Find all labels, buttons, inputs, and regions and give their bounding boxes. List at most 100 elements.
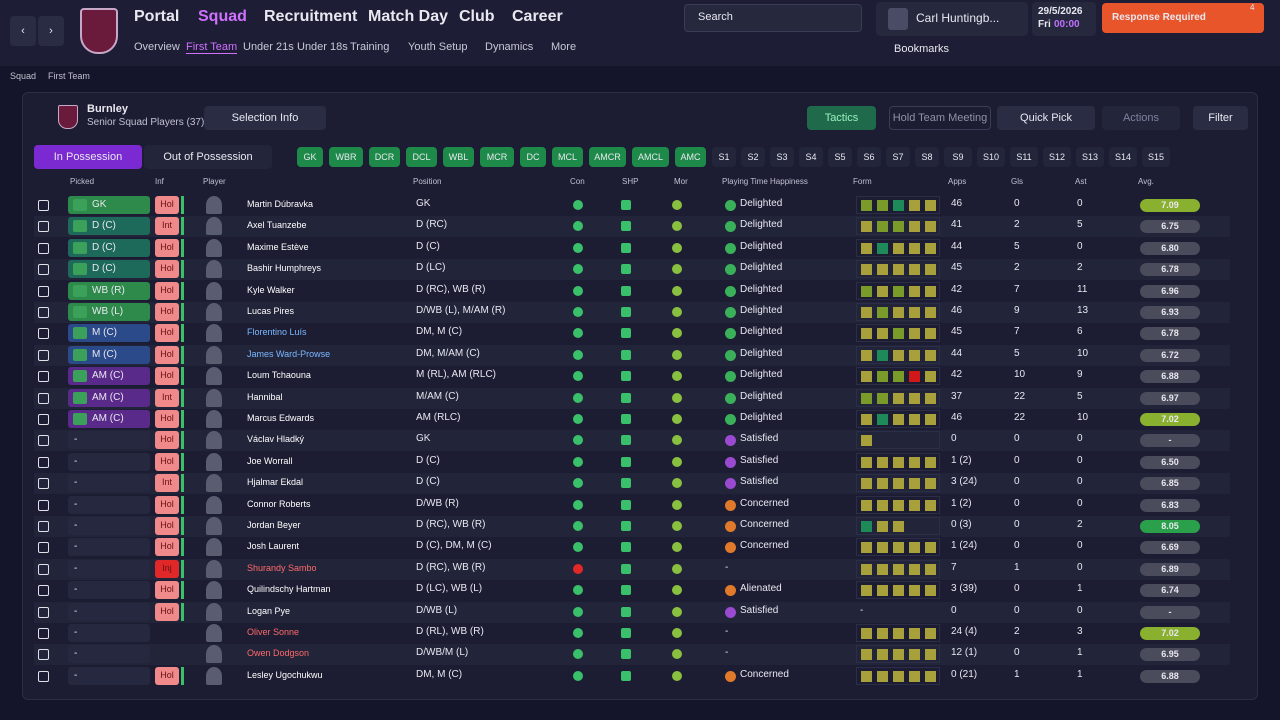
checkbox[interactable] <box>38 264 49 276</box>
checkbox[interactable] <box>38 349 49 361</box>
position-button[interactable]: WBL <box>443 147 474 167</box>
picked-select[interactable]: - <box>68 538 150 557</box>
position-button[interactable]: WBR <box>329 147 363 167</box>
picked-select[interactable]: D (C) <box>68 238 150 257</box>
player-name[interactable]: Bashir Humphreys <box>247 263 322 274</box>
checkbox[interactable] <box>38 414 49 425</box>
checkbox[interactable] <box>38 563 49 575</box>
alert-text[interactable]: Response Required <box>1112 12 1206 23</box>
checkbox[interactable] <box>38 221 49 233</box>
search-button[interactable]: Search <box>698 11 733 23</box>
column-header[interactable]: Player <box>203 177 226 186</box>
slot-button[interactable]: S13 <box>1076 147 1104 167</box>
meeting-button[interactable]: Hold Team Meeting <box>889 106 991 130</box>
nav-item[interactable]: Squad <box>198 8 247 25</box>
subnav-item[interactable]: Youth Setup <box>408 41 468 53</box>
nav-item[interactable]: Match Day <box>368 8 449 25</box>
player-name[interactable]: Marcus Edwards <box>247 413 315 423</box>
checkbox[interactable] <box>38 606 49 618</box>
slot-button[interactable]: S10 <box>977 147 1005 167</box>
player-name[interactable]: Maxime Estève <box>247 241 309 252</box>
nav-item[interactable]: Recruitment <box>264 8 358 25</box>
subnav-item[interactable]: More <box>551 41 577 53</box>
position-button[interactable]: MCL <box>552 147 583 167</box>
column-header[interactable]: Form <box>853 177 872 186</box>
picked-select[interactable]: AM (C) <box>68 367 150 386</box>
column-header[interactable]: Picked <box>70 177 95 186</box>
player-name[interactable]: Václav Hladký <box>247 434 305 445</box>
checkbox[interactable] <box>38 435 49 447</box>
player-name[interactable]: Josh Laurent <box>247 541 300 552</box>
slot-button[interactable]: S14 <box>1109 147 1137 167</box>
slot-button[interactable]: S5 <box>828 147 852 167</box>
checkbox[interactable] <box>38 371 49 383</box>
checkbox[interactable] <box>38 585 49 597</box>
picked-select[interactable]: - <box>68 645 150 664</box>
player-name[interactable]: Jordan Beyer <box>247 520 301 530</box>
player-name[interactable]: Logan Pye <box>247 605 291 616</box>
checkbox[interactable] <box>38 499 49 511</box>
checkbox[interactable] <box>38 328 49 340</box>
picked-select[interactable]: - <box>68 474 150 493</box>
checkbox[interactable] <box>38 242 49 254</box>
subnav-item[interactable]: Under 18s <box>297 41 348 53</box>
column-header[interactable]: Con <box>570 177 585 186</box>
picked-select[interactable]: D (C) <box>68 217 150 236</box>
slot-button[interactable]: S7 <box>886 147 910 167</box>
picked-select[interactable]: AM (C) <box>68 410 150 428</box>
player-name[interactable]: Oliver Sonne <box>247 627 300 637</box>
checkbox[interactable] <box>38 521 49 532</box>
slot-button[interactable]: S4 <box>799 147 823 167</box>
filter-button[interactable]: Filter <box>1193 106 1248 130</box>
position-button[interactable]: AMCR <box>589 147 626 167</box>
player-name[interactable]: Kyle Walker <box>247 284 295 295</box>
picked-select[interactable]: WB (L) <box>68 303 150 321</box>
nav-item[interactable]: Portal <box>134 8 180 25</box>
slot-button[interactable]: S2 <box>741 147 765 167</box>
bookmarks[interactable]: Bookmarks <box>894 43 950 55</box>
column-header[interactable]: Apps <box>948 177 967 186</box>
picked-select[interactable]: - <box>68 452 150 471</box>
manager-name[interactable]: Carl Huntingb... <box>916 11 1000 25</box>
subnav-item[interactable]: Training <box>350 41 390 53</box>
checkbox[interactable] <box>38 628 49 639</box>
player-name[interactable]: Hannibal <box>247 391 283 402</box>
column-header[interactable]: Mor <box>674 177 688 186</box>
column-header[interactable]: SHP <box>622 177 639 186</box>
slot-button[interactable]: S11 <box>1010 147 1038 167</box>
picked-select[interactable]: - <box>68 581 150 600</box>
quick-pick[interactable]: Quick Pick <box>997 106 1095 130</box>
picked-select[interactable]: AM (C) <box>68 388 150 407</box>
nav-item[interactable]: Career <box>512 8 563 25</box>
alert-button[interactable] <box>1102 3 1264 33</box>
player-name[interactable]: James Ward-Prowse <box>247 348 331 359</box>
checkbox[interactable] <box>38 478 49 490</box>
forward-button[interactable]: › <box>38 16 64 46</box>
nav-item[interactable]: Club <box>459 8 495 25</box>
picked-select[interactable]: M (C) <box>68 324 150 343</box>
column-header[interactable]: Inf <box>155 177 164 186</box>
checkbox[interactable] <box>38 200 49 211</box>
picked-select[interactable]: - <box>68 495 150 514</box>
checkbox[interactable] <box>38 392 49 404</box>
possession-tab[interactable]: In Possession <box>34 145 142 169</box>
picked-select[interactable]: D (C) <box>68 260 150 279</box>
checkbox[interactable] <box>38 285 49 297</box>
back-button[interactable]: ‹ <box>10 16 36 46</box>
picked-select[interactable]: - <box>68 666 150 685</box>
player-name[interactable]: Martin Dúbravka <box>247 199 314 209</box>
player-name[interactable]: Shurandy Sambo <box>247 562 317 573</box>
player-name[interactable]: Lucas Pires <box>247 306 295 316</box>
column-header[interactable]: Ast <box>1075 177 1087 186</box>
slot-button[interactable]: S9 <box>944 147 972 167</box>
picked-select[interactable]: - <box>68 624 150 642</box>
player-name[interactable]: Connor Roberts <box>247 498 311 509</box>
actions-button[interactable]: Actions <box>1102 106 1180 130</box>
player-name[interactable]: Quilindschy Hartman <box>247 584 331 595</box>
picked-select[interactable]: - <box>68 559 150 578</box>
player-name[interactable]: Joe Worrall <box>247 455 293 466</box>
slot-button[interactable]: S8 <box>915 147 939 167</box>
player-name[interactable]: Florentino Luís <box>247 327 307 338</box>
checkbox[interactable] <box>38 649 49 661</box>
position-button[interactable]: GK <box>297 147 323 167</box>
